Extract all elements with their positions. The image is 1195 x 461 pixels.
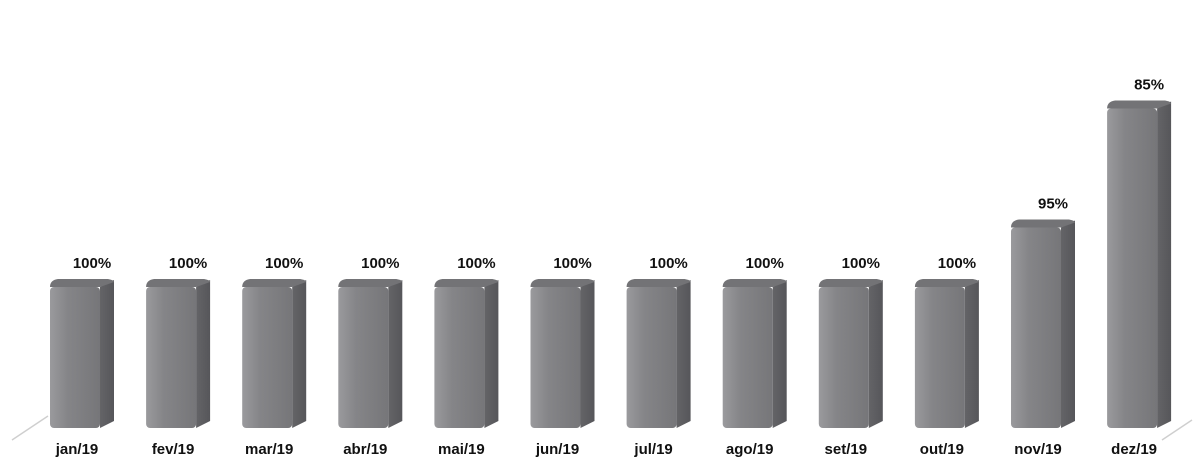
bar-side bbox=[868, 280, 883, 428]
bar-front bbox=[1107, 108, 1158, 428]
bar-abr-19 bbox=[338, 279, 403, 428]
bar-top bbox=[914, 279, 979, 287]
bar-side bbox=[196, 280, 211, 428]
category-label: dez/19 bbox=[1111, 441, 1157, 458]
bar-top bbox=[818, 279, 883, 287]
bar-front bbox=[242, 287, 293, 428]
bar-side bbox=[100, 280, 114, 428]
data-label: 95% bbox=[1038, 196, 1068, 213]
bar-fev-19 bbox=[146, 279, 211, 428]
data-label: 100% bbox=[265, 255, 303, 272]
bar-side bbox=[484, 280, 499, 428]
bar-side bbox=[772, 280, 787, 428]
data-labels-group: 100% 100% 100% 100% 100% 100% 100% 100% 100% 100%… bbox=[73, 77, 1164, 273]
category-label: mai/19 bbox=[438, 441, 485, 458]
bar-top bbox=[434, 279, 499, 287]
bar-top bbox=[626, 279, 691, 287]
category-label: ago/19 bbox=[726, 441, 774, 458]
bar-jul-19 bbox=[626, 279, 691, 428]
bar-side bbox=[292, 280, 307, 428]
category-label: out/19 bbox=[920, 441, 964, 458]
data-label: 100% bbox=[746, 255, 784, 272]
bar-out-19 bbox=[914, 279, 979, 428]
bar-side bbox=[676, 280, 691, 428]
bar-mai-19 bbox=[434, 279, 499, 428]
bar-front bbox=[530, 287, 581, 428]
chart-floor bbox=[11, 415, 1193, 441]
data-label: 100% bbox=[649, 255, 687, 272]
bar-front bbox=[434, 287, 485, 428]
bar-front bbox=[818, 287, 869, 428]
bar-front bbox=[50, 287, 100, 428]
bar-side bbox=[1157, 101, 1172, 428]
category-label: mar/19 bbox=[245, 441, 293, 458]
bar-top bbox=[722, 279, 787, 287]
bar-front bbox=[914, 287, 965, 428]
bar-ago-19 bbox=[722, 279, 787, 428]
floor-line-left bbox=[11, 415, 49, 441]
bar-side bbox=[580, 280, 595, 428]
bar-nov-19 bbox=[1011, 219, 1075, 428]
data-label: 100% bbox=[938, 255, 976, 272]
bar-top bbox=[530, 279, 595, 287]
bar-side bbox=[964, 280, 979, 428]
data-label: 100% bbox=[361, 255, 399, 272]
bar-front bbox=[626, 287, 677, 428]
category-label: fev/19 bbox=[152, 441, 195, 458]
bar-dez-19 bbox=[1107, 100, 1172, 428]
bar-top bbox=[50, 279, 114, 287]
data-label: 85% bbox=[1134, 77, 1164, 94]
floor-line-right bbox=[1161, 419, 1193, 441]
category-label: abr/19 bbox=[343, 441, 387, 458]
bar-jun-19 bbox=[530, 279, 595, 428]
bar-front bbox=[1011, 227, 1061, 428]
bar-set-19 bbox=[818, 279, 883, 428]
category-labels-group: jan/19 fev/19 mar/19 abr/19 mai/19 jun/19 jul/… bbox=[55, 441, 1157, 458]
bars-group bbox=[50, 100, 1172, 428]
bar-front bbox=[338, 287, 389, 428]
bar-side bbox=[1061, 220, 1075, 428]
bar-top bbox=[242, 279, 307, 287]
category-label: jul/19 bbox=[633, 441, 672, 458]
data-label: 100% bbox=[73, 255, 111, 272]
category-label: jan/19 bbox=[55, 441, 99, 458]
bar-mar-19 bbox=[242, 279, 307, 428]
bar-side bbox=[388, 280, 403, 428]
data-label: 100% bbox=[553, 255, 591, 272]
bar-top bbox=[338, 279, 403, 287]
bar-front bbox=[146, 287, 197, 428]
data-label: 100% bbox=[169, 255, 207, 272]
category-label: set/19 bbox=[825, 441, 868, 458]
bar-front bbox=[722, 287, 773, 428]
data-label: 100% bbox=[842, 255, 880, 272]
bar-top bbox=[1107, 100, 1172, 109]
category-label: jun/19 bbox=[535, 441, 579, 458]
category-label: nov/19 bbox=[1014, 441, 1062, 458]
bar-jan-19 bbox=[50, 279, 114, 428]
data-label: 100% bbox=[457, 255, 495, 272]
bar-top bbox=[1011, 219, 1075, 228]
bar-top bbox=[146, 279, 211, 287]
